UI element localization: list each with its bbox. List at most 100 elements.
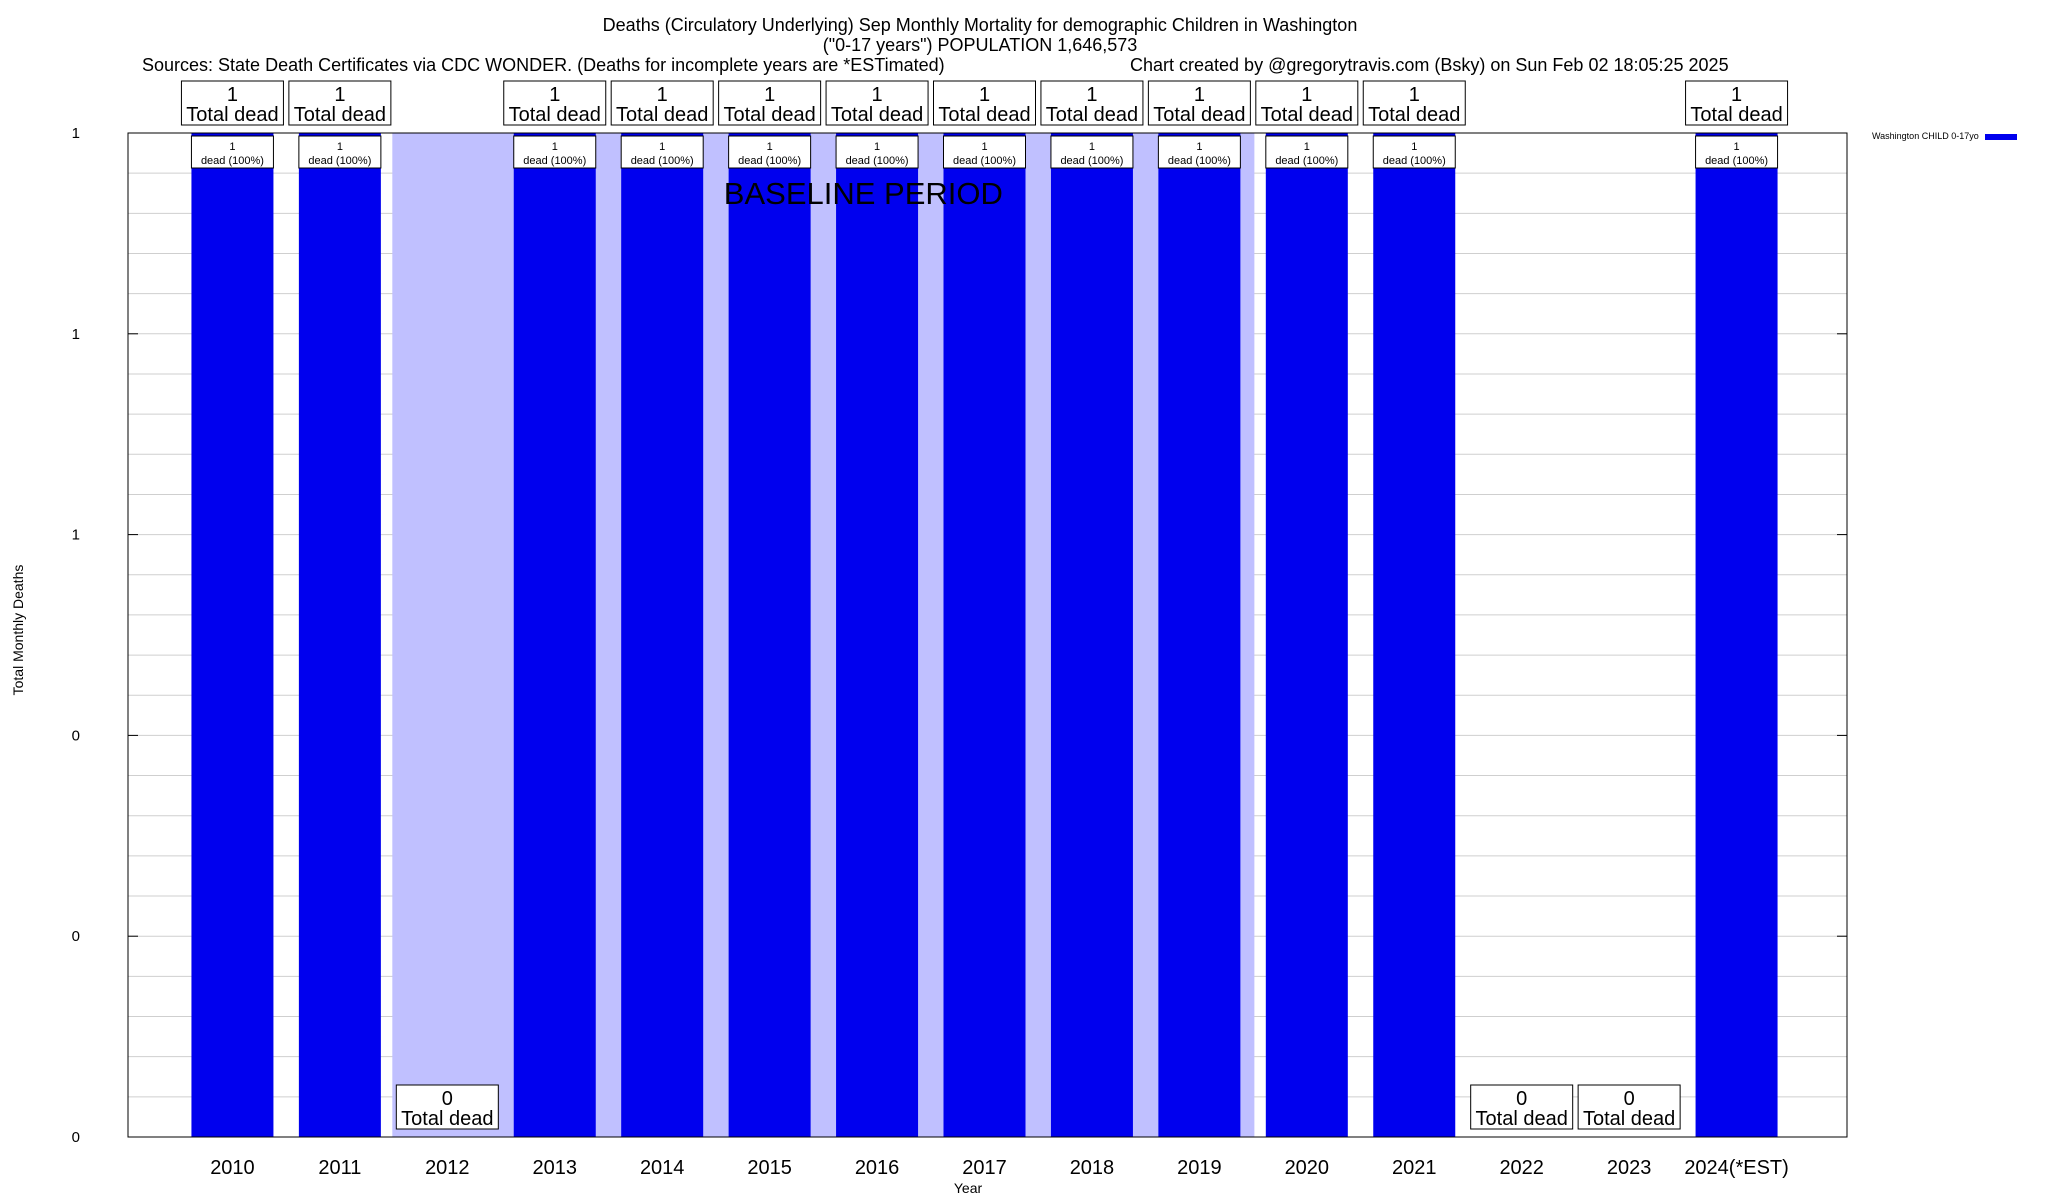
bar-label-count: 1 <box>337 141 343 153</box>
bar-label-count: 1 <box>1089 141 1095 153</box>
y-tick-label: 0 <box>72 727 80 744</box>
x-tick-label: 2016 <box>855 1157 900 1179</box>
bar-label-box <box>298 135 382 169</box>
total-value: 0 <box>442 1088 453 1110</box>
chart-sources: Sources: State Death Certificates via CD… <box>142 55 945 75</box>
bar-label-percent: dead (100%) <box>201 155 264 167</box>
total-label: Total dead <box>1261 104 1353 126</box>
x-tick-label: 2020 <box>1285 1157 1330 1179</box>
bar-label-box <box>835 135 919 169</box>
x-tick-label: 2021 <box>1392 1157 1437 1179</box>
total-value: 1 <box>1409 84 1420 106</box>
bar <box>836 133 919 1137</box>
total-label: Total dead <box>294 104 386 126</box>
bar-label-box <box>943 135 1026 169</box>
total-box <box>610 80 714 126</box>
bar <box>1158 133 1241 1137</box>
x-tick-label: 2023 <box>1607 1157 1652 1179</box>
legend-swatch <box>1984 133 2017 140</box>
x-tick-label: 2013 <box>533 1157 578 1179</box>
x-tick-label: 2012 <box>425 1157 470 1179</box>
total-box <box>1685 80 1789 126</box>
bar-label-count: 1 <box>659 141 665 153</box>
bar-label-box <box>728 135 812 169</box>
total-value: 1 <box>657 84 668 106</box>
total-value: 1 <box>764 84 775 106</box>
bar <box>513 133 596 1137</box>
total-label: Total dead <box>186 104 278 126</box>
total-label: Total dead <box>1046 104 1138 126</box>
bar-label-count: 1 <box>1411 141 1417 153</box>
bar-label-count: 1 <box>1196 141 1202 153</box>
total-box <box>825 80 929 126</box>
bar-label-box <box>620 135 704 169</box>
bar <box>1265 133 1348 1137</box>
bar <box>621 133 704 1137</box>
bar-label-count: 1 <box>229 141 235 153</box>
bar-label-percent: dead (100%) <box>1168 155 1231 167</box>
total-label: Total dead <box>1153 104 1245 126</box>
total-label: Total dead <box>831 104 923 126</box>
total-value: 1 <box>1194 84 1205 106</box>
bar <box>298 133 381 1137</box>
total-value: 0 <box>1624 1088 1635 1110</box>
total-box <box>1255 80 1359 126</box>
y-tick-label: 1 <box>72 527 80 544</box>
bar-label-box <box>513 135 597 169</box>
bar-label-percent: dead (100%) <box>308 155 371 167</box>
total-value: 0 <box>1516 1088 1527 1110</box>
total-box <box>288 80 392 126</box>
total-label: Total dead <box>1476 1108 1568 1130</box>
bar-label-percent: dead (100%) <box>1383 155 1446 167</box>
x-axis-label: Year <box>953 1180 983 1196</box>
total-value: 1 <box>1086 84 1097 106</box>
bar-label-box <box>1265 135 1349 169</box>
bar <box>943 133 1026 1137</box>
x-tick-label: 2018 <box>1070 1157 1115 1179</box>
y-tick-label: 1 <box>72 125 80 142</box>
bar-label-box <box>1695 135 1779 169</box>
bar-label-box <box>1372 135 1456 169</box>
bar <box>1373 133 1456 1137</box>
y-tick-label: 0 <box>72 928 80 945</box>
chart-title: Deaths (Circulatory Underlying) Sep Mont… <box>602 15 1358 35</box>
y-tick-label: 1 <box>72 326 80 343</box>
x-tick-label: 2010 <box>210 1157 255 1179</box>
total-value: 1 <box>872 84 883 106</box>
bar <box>728 133 811 1137</box>
total-label: Total dead <box>509 104 601 126</box>
total-value: 1 <box>227 84 238 106</box>
total-box <box>503 80 607 126</box>
y-tick-label: 0 <box>72 1129 80 1146</box>
bar-label-box <box>1050 135 1134 169</box>
total-value: 1 <box>1731 84 1742 106</box>
bar-label-count: 1 <box>767 141 773 153</box>
x-tick-label: 2014 <box>640 1157 685 1179</box>
total-box <box>933 80 1036 126</box>
chart-subtitle: ("0-17 years") POPULATION 1,646,573 <box>822 35 1138 55</box>
total-value: 1 <box>979 84 990 106</box>
total-box <box>1470 1084 1574 1130</box>
bar-label-percent: dead (100%) <box>631 155 694 167</box>
x-tick-label: 2017 <box>962 1157 1007 1179</box>
total-value: 1 <box>334 84 345 106</box>
x-tick-label: 2024(*EST) <box>1684 1157 1789 1179</box>
bar <box>1050 133 1133 1137</box>
plot-border <box>127 132 1848 1138</box>
total-value: 1 <box>1301 84 1312 106</box>
bar-label-box <box>190 135 274 169</box>
total-box <box>395 1084 499 1130</box>
legend: Washington CHILD 0-17yo <box>1872 131 2017 141</box>
bar-label-percent: dead (100%) <box>846 155 909 167</box>
bar-label-percent: dead (100%) <box>738 155 801 167</box>
bar-label-count: 1 <box>1304 141 1310 153</box>
baseline-period-label: BASELINE PERIOD <box>724 176 1003 211</box>
total-box <box>718 80 822 126</box>
total-label: Total dead <box>1368 104 1460 126</box>
total-label: Total dead <box>1690 104 1782 126</box>
total-box <box>1147 80 1251 126</box>
bar-label-percent: dead (100%) <box>1705 155 1768 167</box>
total-label: Total dead <box>401 1108 493 1130</box>
legend-label: Washington CHILD 0-17yo <box>1872 131 1979 141</box>
